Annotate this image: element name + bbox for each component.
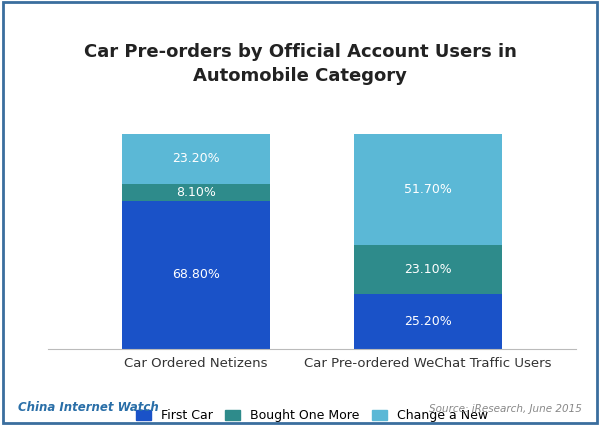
Text: 25.20%: 25.20%: [404, 315, 452, 328]
Text: Source: iResearch, June 2015: Source: iResearch, June 2015: [429, 404, 582, 414]
Bar: [354, 245, 502, 295]
Text: CIW: CIW: [265, 13, 299, 28]
Text: 23.20%: 23.20%: [172, 152, 220, 165]
Bar: [122, 184, 270, 201]
Legend: First Car, Bought One More, Change a New: First Car, Bought One More, Change a New: [131, 404, 493, 425]
Text: 51.70%: 51.70%: [404, 183, 452, 196]
Bar: [354, 134, 502, 245]
Text: China Internet Watch: China Internet Watch: [18, 401, 159, 414]
Bar: [122, 201, 270, 348]
Text: 23.10%: 23.10%: [404, 263, 452, 276]
Text: 8.10%: 8.10%: [176, 186, 216, 199]
Bar: [122, 134, 270, 184]
Bar: [354, 295, 502, 348]
Text: Car Pre-orders by Official Account Users in
Automobile Category: Car Pre-orders by Official Account Users…: [83, 43, 517, 85]
Text: 68.80%: 68.80%: [172, 268, 220, 281]
